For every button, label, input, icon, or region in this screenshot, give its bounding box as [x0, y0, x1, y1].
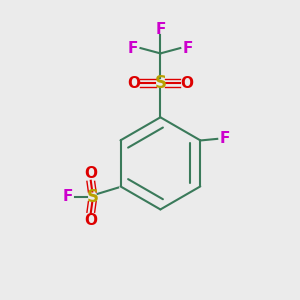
- Text: S: S: [154, 74, 166, 92]
- Text: O: O: [84, 213, 97, 228]
- Text: O: O: [127, 76, 140, 91]
- Text: F: F: [155, 22, 166, 37]
- Text: O: O: [181, 76, 194, 91]
- Text: F: F: [128, 40, 138, 56]
- Text: F: F: [62, 189, 73, 204]
- Text: F: F: [220, 131, 230, 146]
- Text: S: S: [86, 188, 98, 206]
- Text: O: O: [84, 166, 97, 181]
- Text: F: F: [183, 40, 193, 56]
